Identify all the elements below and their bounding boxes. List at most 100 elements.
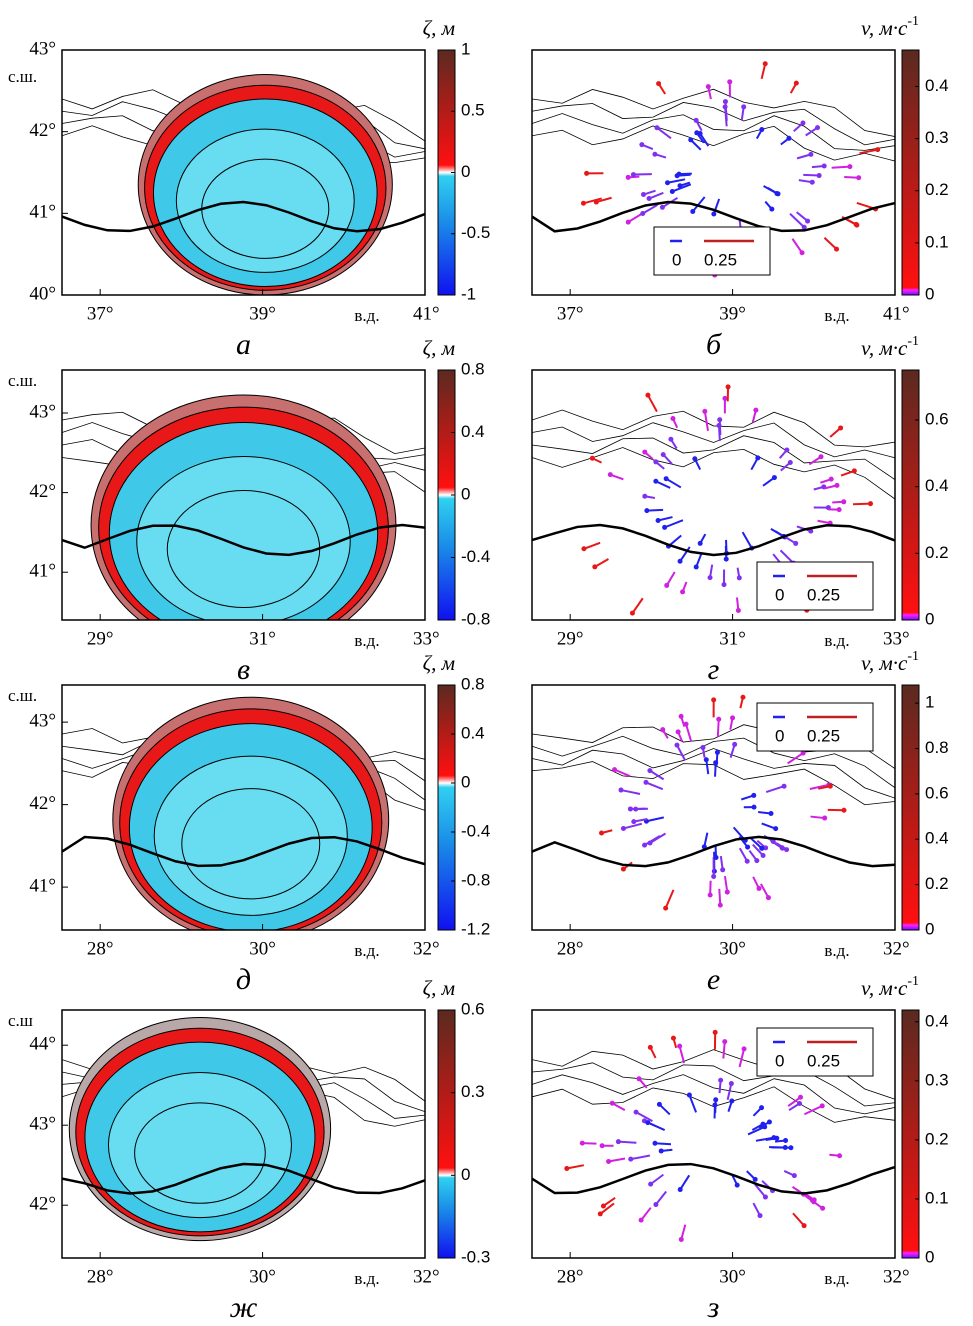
arrow-head: [601, 1203, 606, 1208]
current-arrow: [567, 1165, 584, 1168]
arrow-head: [612, 767, 617, 772]
colorbar-tick-label: 0.4: [925, 76, 949, 95]
x-tick-label: 28°: [87, 938, 114, 959]
arrow-head: [828, 784, 833, 789]
arrow-head: [668, 437, 673, 442]
arrow-head: [854, 223, 859, 228]
colorbar-label: ζ, м: [423, 651, 455, 675]
arrow-head: [584, 171, 589, 176]
coastline: [532, 1164, 895, 1193]
colorbar-tick-label: 0.6: [461, 999, 485, 1018]
arrow-head: [675, 173, 680, 178]
colorbar-label-text: v, м·с: [861, 336, 908, 360]
arrow-head: [678, 559, 683, 564]
arrow-head: [780, 846, 785, 851]
y-tick-label: 43°: [29, 401, 56, 422]
arrow-head: [618, 788, 623, 793]
colorbar: [902, 685, 919, 930]
arrow-head: [647, 196, 652, 201]
arrow-head: [702, 409, 707, 414]
current-arrow: [680, 1046, 684, 1063]
arrow-head: [706, 84, 711, 89]
panel-caption: в: [237, 653, 250, 686]
y-tick-label: 42°: [29, 481, 56, 502]
colorbar-label-text: ζ, м: [423, 976, 455, 1000]
wave-core: [154, 756, 347, 915]
arrow-head: [820, 1206, 825, 1211]
panel-caption: б: [706, 328, 722, 361]
arrow-head: [639, 142, 644, 147]
arrow-head: [674, 743, 679, 748]
arrow-head: [763, 61, 768, 66]
arrow-head: [810, 180, 815, 185]
wave-core: [137, 457, 350, 626]
arrow-head: [735, 1183, 740, 1188]
colorbar-tick-label: 0.4: [461, 422, 485, 441]
arrow-head: [662, 525, 667, 530]
arrow-head: [642, 494, 647, 499]
arrow-head: [659, 1148, 664, 1153]
lon-label: в.д.: [354, 1269, 379, 1288]
arrow-head: [626, 220, 631, 225]
arrow-head: [641, 192, 646, 197]
x-tick-label: 32°: [413, 1266, 440, 1287]
arrow-head: [657, 1102, 662, 1107]
arrow-head: [754, 858, 759, 863]
arrow-head: [788, 460, 793, 465]
x-tick-label: 39°: [719, 303, 746, 324]
arrow-head: [800, 250, 805, 255]
colorbar-tick-label: -1.2: [461, 919, 490, 938]
colorbar-label: v, м·с-1: [861, 14, 919, 40]
colorbar-label: ζ, м: [423, 16, 455, 40]
current-arrow: [665, 520, 683, 527]
x-tick-label: 31°: [249, 628, 276, 649]
arrow-head: [819, 454, 824, 459]
current-arrow: [648, 1123, 665, 1130]
colorbar-tick-label: 0.6: [925, 409, 949, 428]
x-tick-label: 30°: [719, 938, 746, 959]
current-arrow: [788, 753, 804, 763]
x-tick-label: 28°: [557, 938, 584, 959]
colorbar-tick-label: 0: [461, 162, 470, 181]
x-tick-label: 32°: [413, 938, 440, 959]
arrow-head: [834, 247, 839, 252]
arrow-head: [676, 729, 681, 734]
panel-caption: е: [707, 963, 720, 996]
arrow-head: [687, 1093, 692, 1098]
arrow-head: [660, 727, 665, 732]
arrow-head: [679, 1237, 684, 1242]
x-tick-label: 30°: [719, 1266, 746, 1287]
arrow-head: [767, 1120, 772, 1125]
arrow-head: [645, 393, 650, 398]
arrow-head: [835, 483, 840, 488]
x-tick-label: 29°: [557, 628, 584, 649]
arrow-head: [868, 501, 873, 506]
x-tick-label: 37°: [87, 303, 114, 324]
arrow-head: [755, 455, 760, 460]
arrow-head: [783, 1138, 788, 1143]
current-arrow: [766, 786, 784, 792]
arrow-head: [753, 1177, 758, 1182]
colorbar-label-text: v, м·с: [861, 976, 908, 1000]
arrow-head: [700, 745, 705, 750]
arrow-head: [690, 209, 695, 214]
x-tick-label: 29°: [87, 628, 114, 649]
arrow-head: [759, 127, 764, 132]
arrow-head: [729, 1081, 734, 1086]
arrow-head: [802, 1223, 807, 1228]
colorbar-tick-label: 0.4: [925, 829, 949, 848]
arrow-head: [758, 1213, 763, 1218]
arrow-head: [656, 81, 661, 86]
y-tick-label: 43°: [29, 1114, 56, 1135]
isobath: [532, 1075, 895, 1114]
arrow-head: [805, 219, 810, 224]
arrow-head: [634, 1110, 639, 1115]
current-arrow: [853, 504, 871, 505]
arrow-head: [590, 456, 595, 461]
arrow-head: [756, 886, 761, 891]
arrow-head: [664, 583, 669, 588]
arrow-head: [677, 1044, 682, 1049]
arrow-head: [711, 874, 716, 879]
arrow-head: [680, 589, 685, 594]
